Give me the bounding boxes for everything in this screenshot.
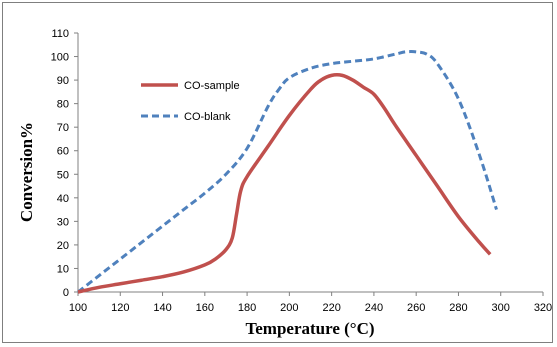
legend: CO-sample CO-blank [141,80,240,123]
y-tick-label: 50 [57,169,69,181]
x-axis-title: Temperature (°C) [245,319,374,338]
x-tick-label: 120 [111,302,129,314]
x-tick-label: 160 [196,302,214,314]
series-layer [77,50,498,294]
x-tick-label: 240 [365,302,383,314]
y-tick-label: 40 [57,193,69,205]
y-axis: 0 10 20 30 40 50 60 70 80 90 100 110 [51,28,79,299]
y-tick-label: 80 [57,99,69,111]
x-tick-label: 300 [492,302,510,314]
x-tick-label: 140 [153,302,171,314]
x-tick-label: 280 [449,302,467,314]
series-line-co-sample [77,73,492,294]
y-tick-label: 10 [57,263,69,275]
x-tick-label: 220 [322,302,340,314]
series-line-co-blank [77,50,498,294]
legend-label-co-blank: CO-blank [184,111,231,123]
x-tick-label: 200 [280,302,298,314]
y-tick-label: 90 [57,75,69,87]
y-tick-label: 100 [51,52,69,64]
y-tick-label: 20 [57,240,69,252]
y-tick-label: 0 [63,287,69,299]
chart-frame [2,2,553,343]
y-axis-title: Conversion% [17,122,36,222]
y-tick-label: 30 [57,216,69,228]
x-axis: 100 120 140 160 180 200 220 240 260 280 300 320 [69,291,552,314]
x-tick-label: 260 [407,302,425,314]
y-tick-label: 70 [57,122,69,134]
x-tick-label: 320 [534,302,552,314]
y-tick-label: 60 [57,146,69,158]
x-tick-label: 100 [69,302,87,314]
legend-label-co-sample: CO-sample [184,80,240,92]
y-tick-label: 110 [51,28,69,40]
x-tick-label: 180 [238,302,256,314]
